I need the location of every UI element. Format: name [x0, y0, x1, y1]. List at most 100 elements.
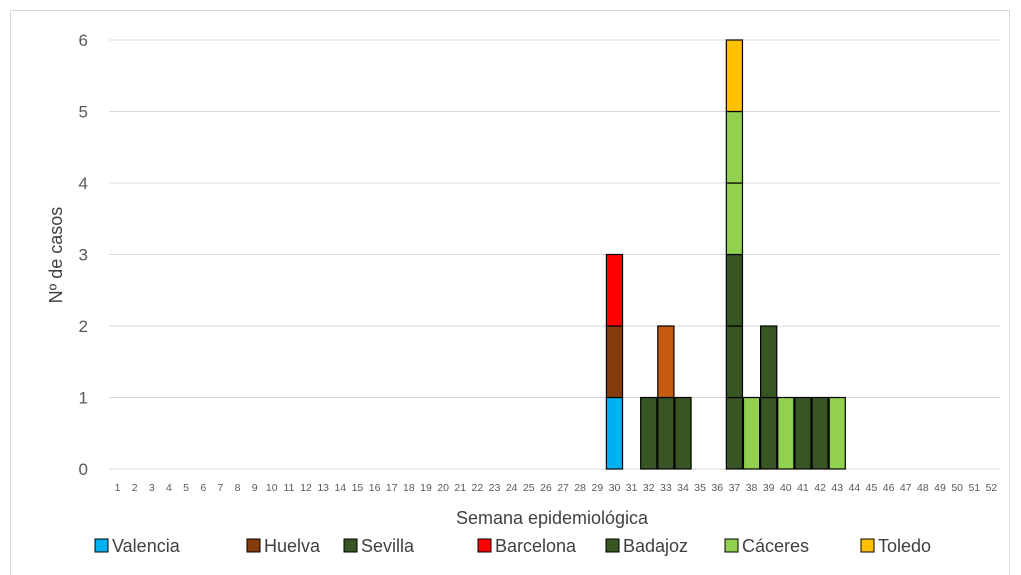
bars: [605, 39, 846, 470]
bar-segment: [657, 325, 675, 399]
x-tick-label: 50: [951, 482, 963, 494]
legend-label: Sevilla: [361, 536, 415, 556]
legend-swatch: [724, 538, 739, 553]
bar-segment: [605, 253, 624, 327]
x-tick-label: 28: [574, 482, 586, 494]
x-tick-label: 38: [746, 482, 758, 494]
x-tick-label: 36: [711, 482, 723, 494]
x-tick-label: 26: [540, 482, 552, 494]
x-tick-label: 34: [677, 482, 689, 494]
x-tick-label: 19: [420, 482, 432, 494]
x-tick-label: 12: [300, 482, 312, 494]
bar-segment: [777, 396, 795, 470]
x-tick-label: 43: [831, 482, 843, 494]
x-axis-title: Semana epidemiológica: [456, 508, 649, 528]
y-tick-label: 4: [79, 174, 88, 193]
x-tick-label: 47: [900, 482, 912, 494]
bar-segment: [657, 396, 675, 470]
bar-segment: [794, 396, 812, 470]
x-tick-label: 2: [132, 482, 138, 494]
x-tick-label: 35: [694, 482, 706, 494]
x-tick-label: 6: [200, 482, 206, 494]
y-tick-label: 5: [79, 103, 88, 122]
bar-segment: [828, 396, 846, 470]
x-tick-label: 1: [115, 482, 121, 494]
x-tick-label: 29: [591, 482, 603, 494]
legend-swatch: [246, 538, 261, 553]
x-tick-label: 15: [352, 482, 364, 494]
x-tick-label: 31: [626, 482, 638, 494]
bar-segment: [725, 39, 744, 113]
x-tick-label: 41: [797, 482, 809, 494]
x-tick-label: 30: [609, 482, 621, 494]
bar-segment: [742, 396, 761, 470]
y-tick-label: 0: [79, 460, 88, 479]
x-tick-label: 4: [166, 482, 172, 494]
bar-segment: [605, 325, 624, 399]
y-tick-labels: 0 1 2 3 4 5 6: [79, 31, 88, 479]
legend-swatch: [605, 538, 620, 553]
legend-label: Huelva: [264, 536, 321, 556]
legend-swatch: [343, 538, 358, 553]
x-tick-label: 32: [643, 482, 655, 494]
legend-label: Badajoz: [623, 536, 688, 556]
legend-swatch: [477, 538, 492, 553]
x-tick-label: 22: [472, 482, 484, 494]
y-tick-label: 6: [79, 31, 88, 50]
x-tick-label: 51: [968, 482, 980, 494]
legend-label: Toledo: [878, 536, 931, 556]
x-tick-labels: 1 2 3 4 5 6 7 8 9 10 11 12 13 14 15 16 17 18 19 20 21 22 23 24 2…: [115, 482, 998, 494]
x-tick-label: 52: [986, 482, 998, 494]
x-tick-label: 48: [917, 482, 929, 494]
x-tick-label: 27: [557, 482, 569, 494]
x-tick-label: 18: [403, 482, 415, 494]
legend-label: Barcelona: [495, 536, 577, 556]
x-tick-label: 7: [217, 482, 223, 494]
x-tick-label: 3: [149, 482, 155, 494]
x-tick-label: 40: [780, 482, 792, 494]
x-tick-label: 16: [369, 482, 381, 494]
x-tick-label: 8: [235, 482, 241, 494]
bar-segment: [811, 396, 829, 470]
legend-swatch: [94, 538, 109, 553]
x-tick-label: 20: [437, 482, 449, 494]
y-tick-label: 3: [79, 246, 88, 265]
legend-label: Cáceres: [742, 536, 809, 556]
x-tick-label: 37: [729, 482, 741, 494]
x-tick-label: 11: [283, 482, 294, 494]
bar-segment: [725, 396, 744, 470]
x-tick-label: 46: [883, 482, 895, 494]
chart-frame: [10, 10, 1010, 575]
bar-segment: [640, 396, 658, 470]
bar-segment: [725, 110, 744, 184]
x-tick-label: 13: [317, 482, 329, 494]
x-tick-label: 42: [814, 482, 826, 494]
x-tick-label: 49: [934, 482, 946, 494]
y-axis-title: Nº de casos: [46, 207, 66, 304]
bar-segment: [605, 396, 624, 470]
x-tick-label: 23: [489, 482, 501, 494]
bar-segment: [725, 182, 744, 256]
legend-swatch: [860, 538, 875, 553]
bar-segment: [725, 253, 744, 327]
bar-segment: [760, 396, 778, 470]
bar-segment: [725, 325, 744, 399]
gridlines: [109, 39, 1000, 470]
x-tick-label: 10: [266, 482, 278, 494]
legend-label: Valencia: [112, 536, 181, 556]
x-tick-label: 14: [334, 482, 346, 494]
x-tick-label: 24: [506, 482, 518, 494]
y-tick-label: 2: [79, 317, 88, 336]
legend: Valencia Huelva Sevilla Barcelona Badajoz Các…: [94, 536, 931, 556]
x-tick-label: 5: [183, 482, 189, 494]
x-tick-label: 17: [386, 482, 398, 494]
bar-segment: [760, 325, 778, 399]
x-tick-label: 45: [866, 482, 878, 494]
x-tick-label: 9: [252, 482, 258, 494]
x-tick-label: 44: [849, 482, 861, 494]
bar-segment: [674, 396, 692, 470]
y-tick-label: 1: [79, 389, 88, 408]
x-tick-label: 39: [763, 482, 775, 494]
x-tick-label: 25: [523, 482, 535, 494]
